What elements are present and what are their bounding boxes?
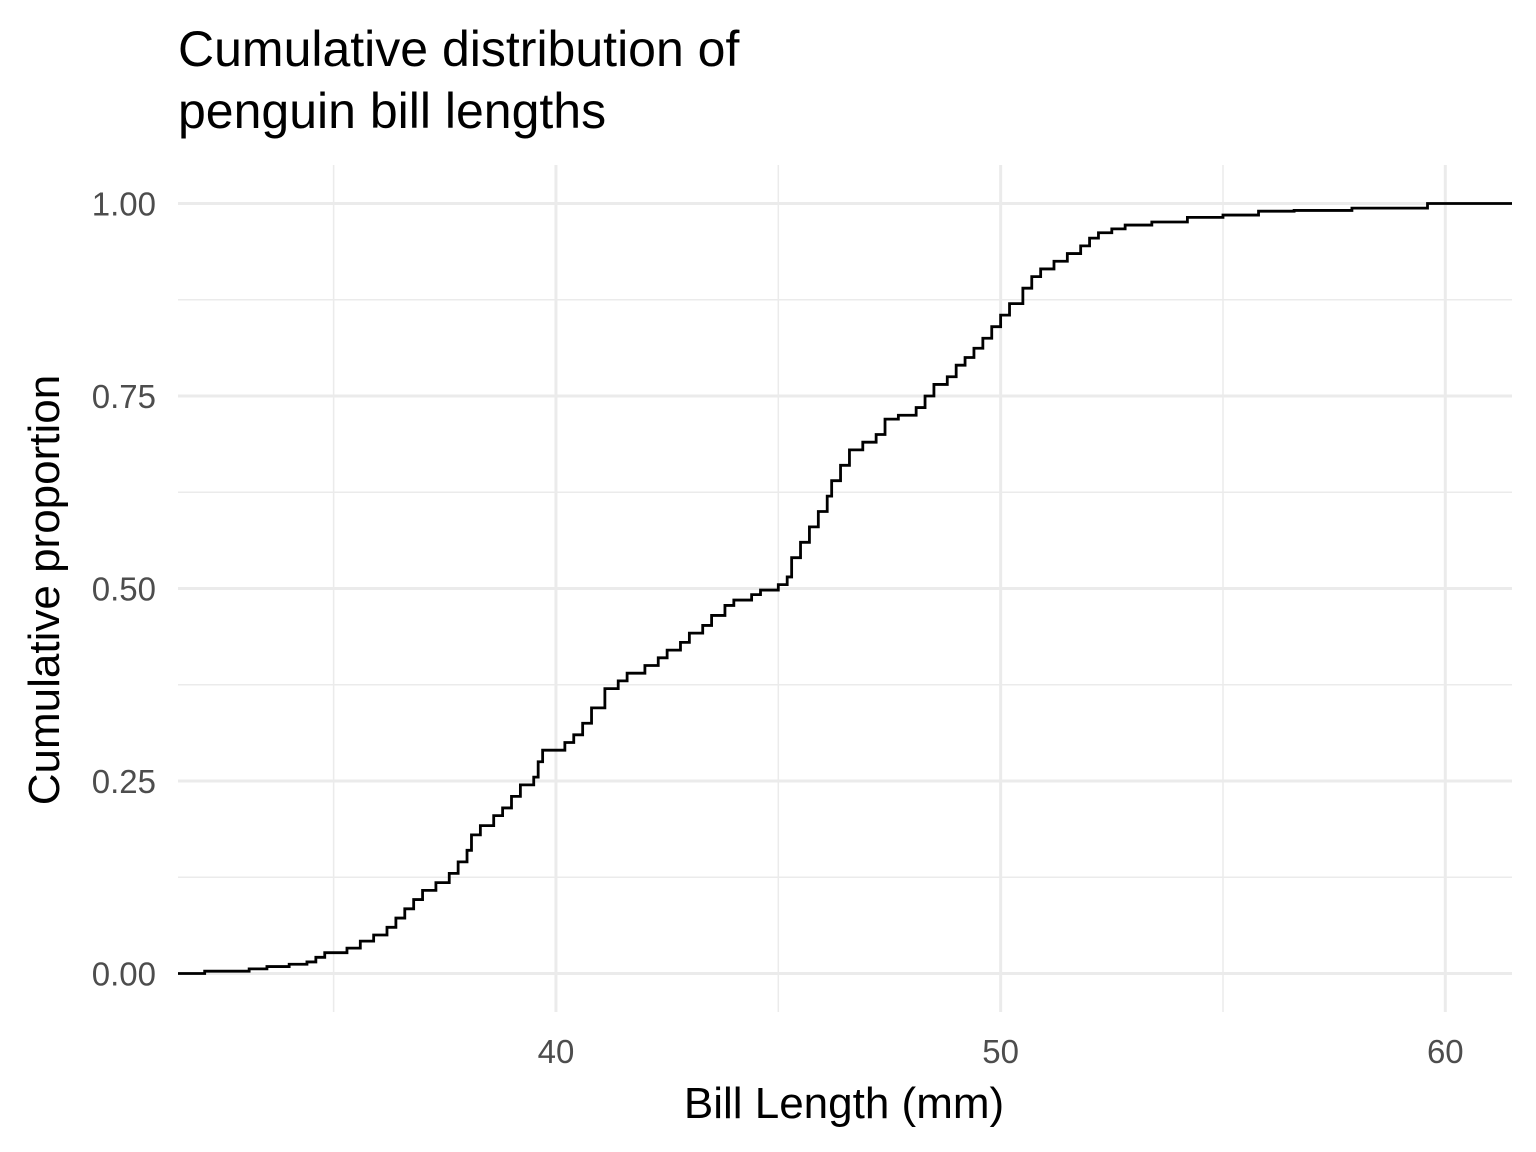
y-tick-label: 1.00: [92, 186, 156, 223]
y-tick-label: 0.50: [92, 571, 156, 608]
chart-title-line-1: Cumulative distribution of: [178, 21, 739, 77]
y-tick-label: 0.00: [92, 956, 156, 993]
y-axis-tick-labels: 0.00 0.25 0.50 0.75 1.00: [92, 186, 156, 993]
series-layer: [178, 202, 1512, 975]
x-tick-label: 60: [1427, 1033, 1464, 1070]
y-tick-label: 0.25: [92, 763, 156, 800]
major-gridlines: [178, 165, 1512, 1012]
x-axis-tick-labels: 40 50 60: [538, 1033, 1464, 1070]
y-tick-label: 0.75: [92, 378, 156, 415]
x-tick-label: 50: [982, 1033, 1019, 1070]
y-axis-title: Cumulative proportion: [20, 375, 69, 805]
ecdf-series-line: [178, 202, 1512, 975]
x-axis-title: Bill Length (mm): [684, 1079, 1004, 1128]
minor-gridlines: [178, 165, 1512, 1012]
chart-title-line-2: penguin bill lengths: [178, 83, 606, 139]
x-tick-label: 40: [538, 1033, 575, 1070]
